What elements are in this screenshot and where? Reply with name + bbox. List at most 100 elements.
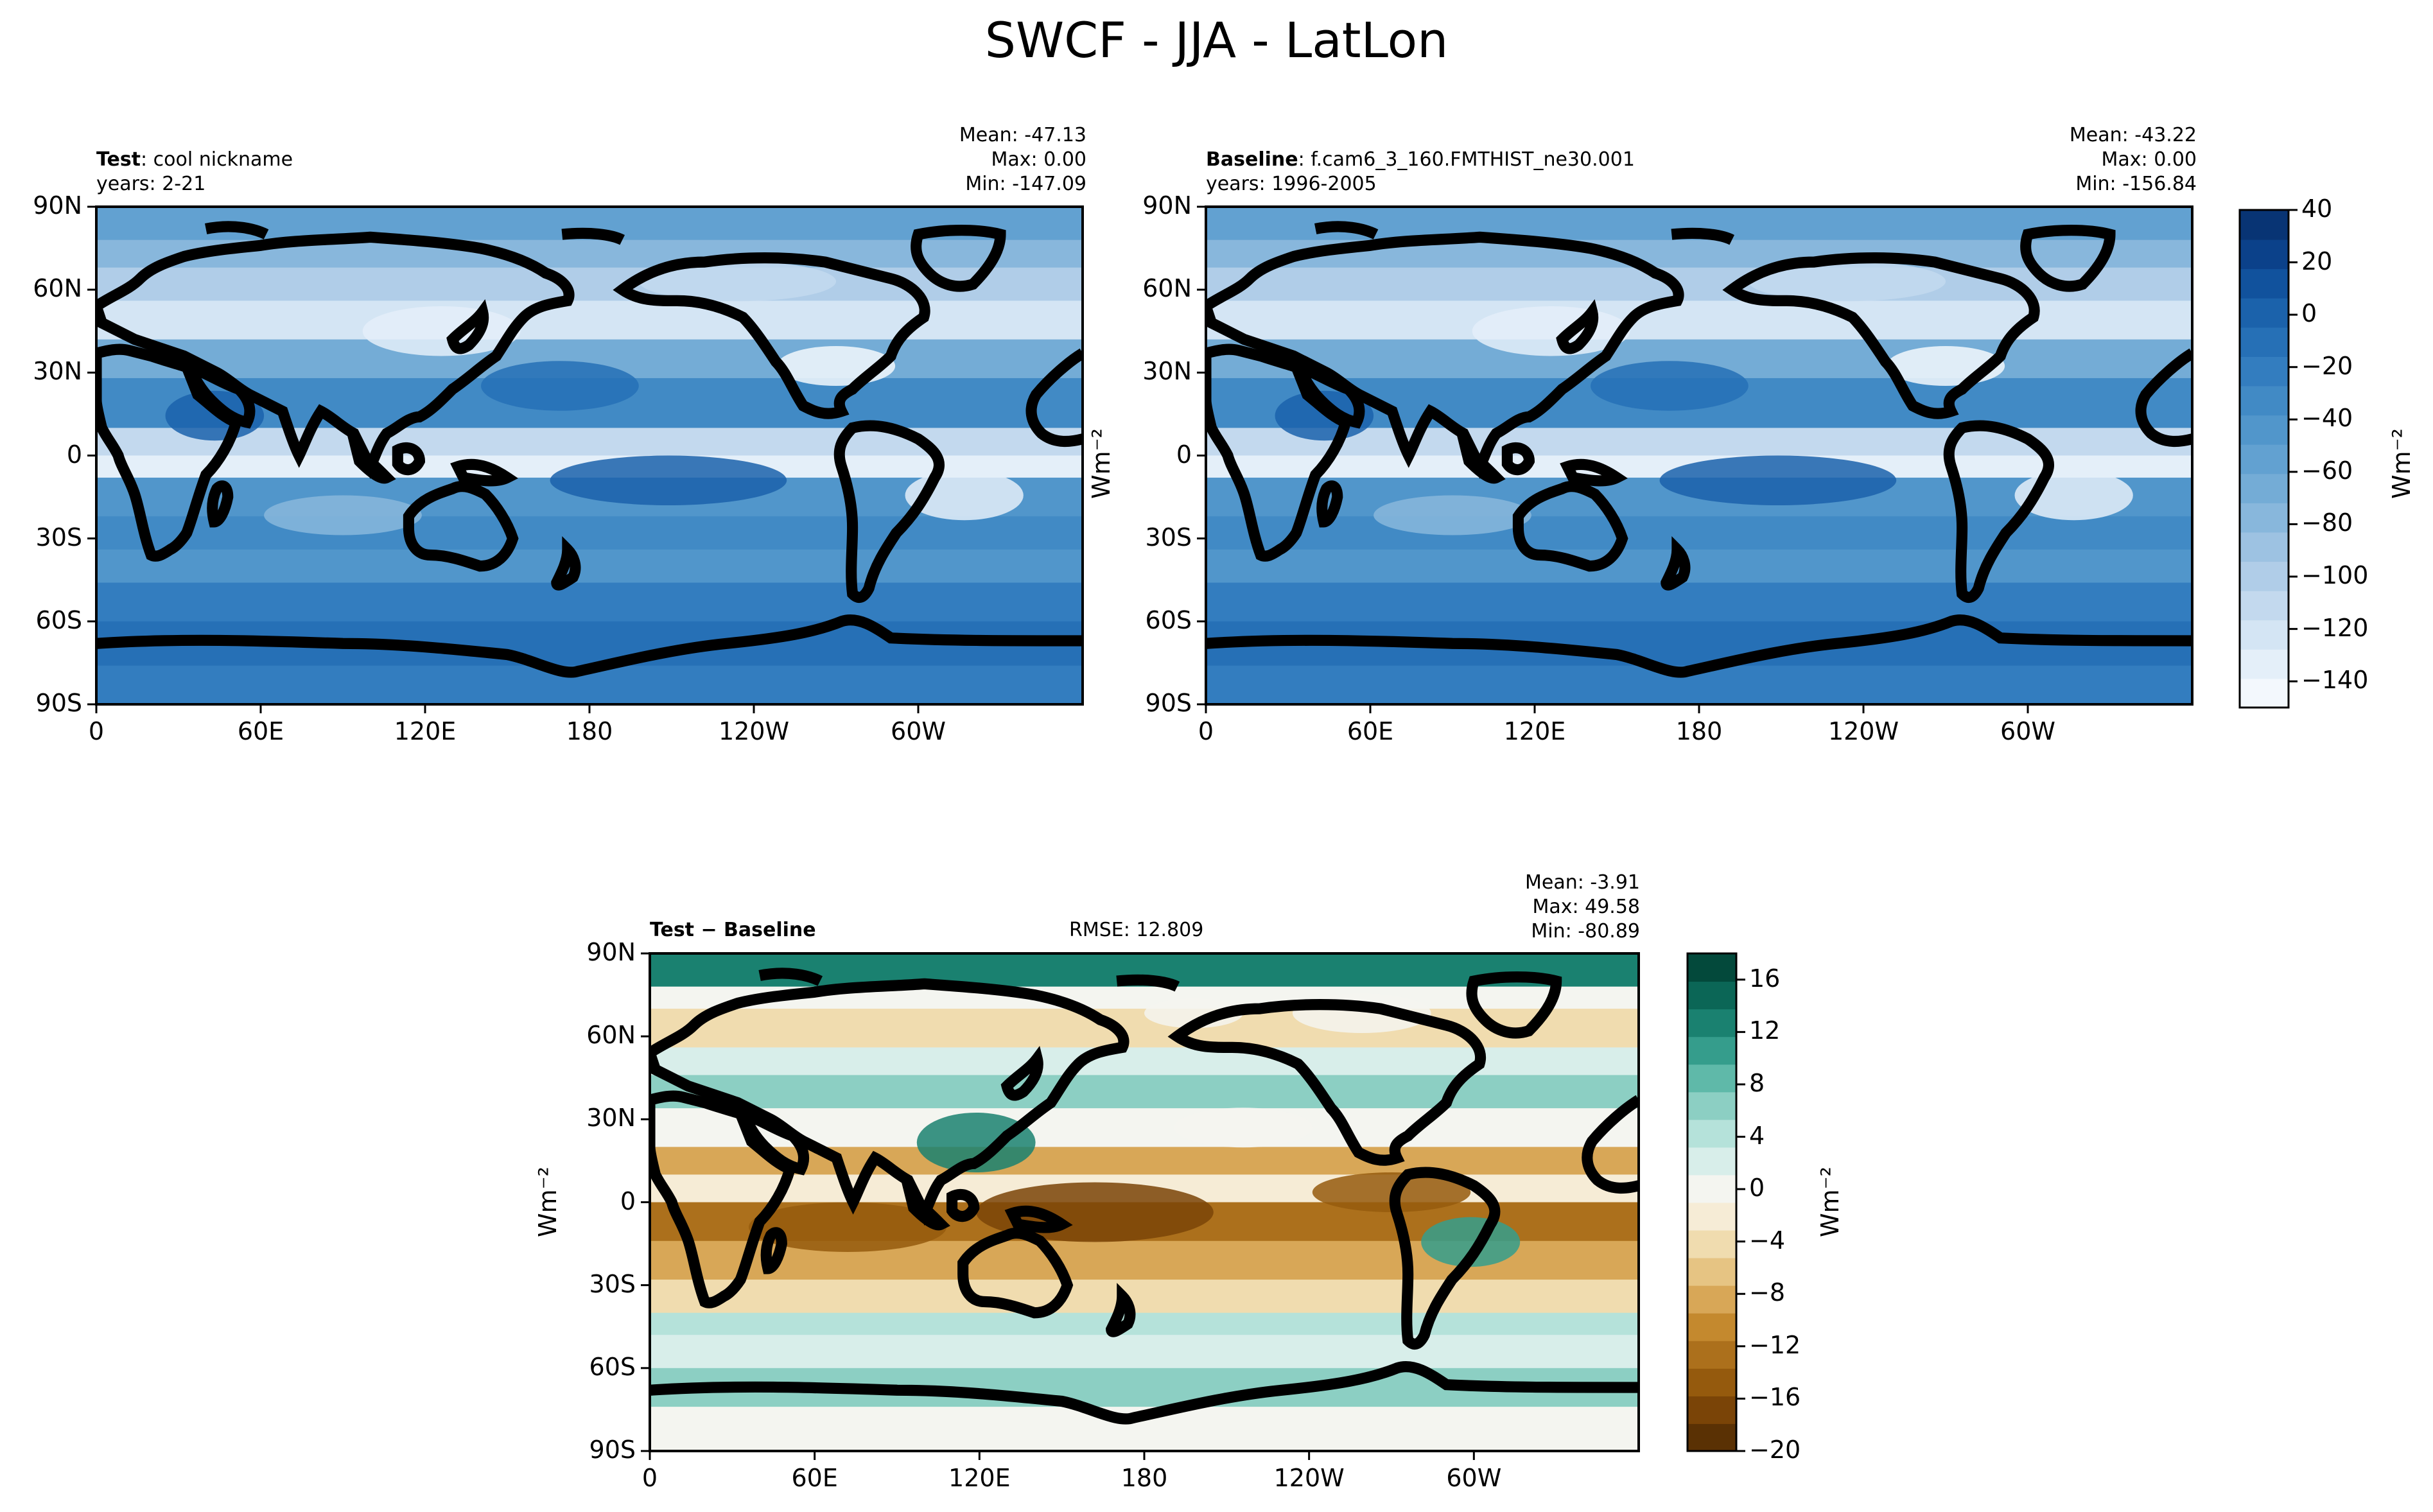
difference-lat-tick-label: 60S	[589, 1352, 636, 1381]
difference-anomaly	[1174, 1108, 1312, 1148]
test-title-rest: : cool nickname	[141, 148, 293, 171]
test-lon-tick-label: 180	[566, 717, 613, 745]
colorbar-diff-swatch	[1687, 1009, 1736, 1038]
test-stat-max: Max: 0.00	[991, 148, 1086, 171]
difference-band	[650, 1280, 1639, 1314]
baseline-band	[1206, 549, 2192, 584]
colorbar-diff-tick-label: 4	[1749, 1121, 1765, 1150]
colorbar-diff-swatch	[1687, 1285, 1736, 1314]
colorbar-diff-swatch	[1687, 1368, 1736, 1396]
baseline-lon-tick-label: 60W	[2000, 717, 2055, 745]
baseline-lon-tick-label: 60E	[1347, 717, 1394, 745]
colorbar-diff-tick-label: 16	[1749, 964, 1781, 993]
diff-title-bold: Test − Baseline	[650, 919, 816, 941]
difference-lon-tick-label: 120E	[948, 1464, 1011, 1492]
colorbar-main-swatch	[2240, 268, 2289, 299]
test-lat-tick-label: 90S	[35, 689, 82, 717]
baseline-lat-tick-label: 0	[1176, 440, 1192, 469]
colorbar-main-swatch	[2240, 620, 2289, 650]
difference-band	[650, 1075, 1639, 1109]
test-lat-tick-label: 0	[66, 440, 82, 469]
test-lat-tick-label: 60S	[35, 605, 82, 634]
colorbar-main-swatch	[2240, 239, 2289, 270]
difference-anomaly	[916, 1113, 1036, 1172]
colorbar-diff-swatch	[1687, 1174, 1736, 1203]
test-band	[96, 300, 1083, 340]
difference-band	[650, 1312, 1639, 1336]
colorbar-main-tick-label: −40	[2301, 404, 2353, 433]
colorbar-main-swatch	[2240, 648, 2289, 679]
test-lat-tick-label: 90N	[33, 191, 82, 220]
difference-band	[650, 1335, 1639, 1369]
test-lon-tick-label: 60E	[237, 717, 284, 745]
colorbar-diff-swatch	[1687, 1119, 1736, 1148]
colorbar-main-swatch	[2240, 415, 2289, 445]
test-lon-tick-label: 0	[88, 717, 105, 745]
diff-map-title: Test − Baseline	[650, 918, 816, 943]
colorbar-diff-swatch	[1687, 1340, 1736, 1369]
test-field	[96, 207, 1083, 704]
difference-lon-tick-label: 180	[1121, 1464, 1168, 1492]
colorbar-diff-swatch	[1687, 1147, 1736, 1176]
colorbar-diff	[1686, 952, 1745, 1452]
test-lon-tick-label: 60W	[891, 717, 946, 745]
baseline-lat-tick-label: 90S	[1145, 689, 1192, 717]
colorbar-main-tick-label: 20	[2301, 247, 2333, 275]
colorbar-main-swatch	[2240, 473, 2289, 503]
baseline-map	[1197, 205, 2193, 713]
test-anomaly	[264, 495, 422, 535]
diff-stat-max: Max: 49.58	[1532, 896, 1640, 918]
baseline-lat-tick-label: 90N	[1142, 191, 1192, 220]
colorbar-diff-swatch	[1687, 1230, 1736, 1258]
difference-anomaly	[749, 1202, 946, 1252]
colorbar-main-swatch	[2240, 678, 2289, 708]
colorbar-diff-swatch	[1687, 1257, 1736, 1286]
baseline-years: years: 1996-2005	[1206, 173, 1377, 195]
baseline-band	[1206, 582, 2192, 622]
baseline-lat-tick-label: 60S	[1145, 605, 1192, 634]
test-stat-min: Min: -147.09	[965, 173, 1086, 195]
test-band	[96, 582, 1083, 622]
difference-lon-tick-label: 0	[641, 1464, 658, 1492]
difference-band	[650, 1047, 1639, 1076]
test-anomaly	[550, 455, 787, 505]
colorbar-diff-swatch	[1687, 1202, 1736, 1231]
baseline-anomaly	[1591, 361, 1748, 411]
colorbar-main-tick-label: −80	[2301, 508, 2353, 537]
test-anomaly	[638, 261, 836, 302]
baseline-lon-tick-label: 180	[1675, 717, 1723, 745]
colorbar-diff-tick-label: −4	[1749, 1226, 1786, 1255]
baseline-stat-mean: Mean: -43.22	[2069, 124, 2197, 146]
difference-lat-tick-label: 30S	[589, 1269, 636, 1298]
test-map	[87, 205, 1084, 713]
colorbar-main	[2238, 209, 2298, 709]
colorbar-main-tick-label: −20	[2301, 351, 2353, 380]
difference-field	[650, 953, 1639, 1451]
test-lat-tick-label: 60N	[33, 274, 82, 303]
colorbar-diff-swatch	[1687, 1036, 1736, 1065]
baseline-title-bold: Baseline	[1206, 148, 1298, 171]
diff-stat-mean: Mean: -3.91	[1524, 871, 1640, 894]
difference-lon-tick-label: 120W	[1273, 1464, 1345, 1492]
difference-anomaly	[1421, 1217, 1521, 1267]
difference-lon-tick-label: 60E	[791, 1464, 838, 1492]
colorbar-main-swatch	[2240, 590, 2289, 621]
colorbar-diff-tick-label: −8	[1749, 1278, 1786, 1307]
test-anomaly	[481, 361, 639, 411]
test-lon-tick-label: 120E	[394, 717, 457, 745]
baseline-stat-min: Min: -156.84	[2075, 173, 2197, 195]
colorbar-main-tick-label: 40	[2301, 195, 2333, 223]
baseline-lat-tick-label: 60N	[1142, 274, 1192, 303]
baseline-lat-tick-label: 30S	[1145, 523, 1192, 552]
colorbar-main-swatch	[2240, 532, 2289, 562]
colorbar-diff-swatch	[1687, 1423, 1736, 1452]
difference-lat-tick-label: 30N	[586, 1104, 636, 1133]
diff-stats: Mean: -3.91 Max: 49.58 Min: -80.89	[1525, 871, 1640, 944]
difference-lat-tick-label: 60N	[586, 1021, 636, 1050]
colorbar-diff-tick-label: −12	[1749, 1330, 1801, 1359]
diff-stat-min: Min: -80.89	[1531, 920, 1640, 943]
baseline-band	[1206, 300, 2192, 340]
colorbar-main-frame	[2238, 209, 2290, 709]
colorbar-diff-swatch	[1687, 1312, 1736, 1341]
baseline-field	[1206, 207, 2192, 704]
